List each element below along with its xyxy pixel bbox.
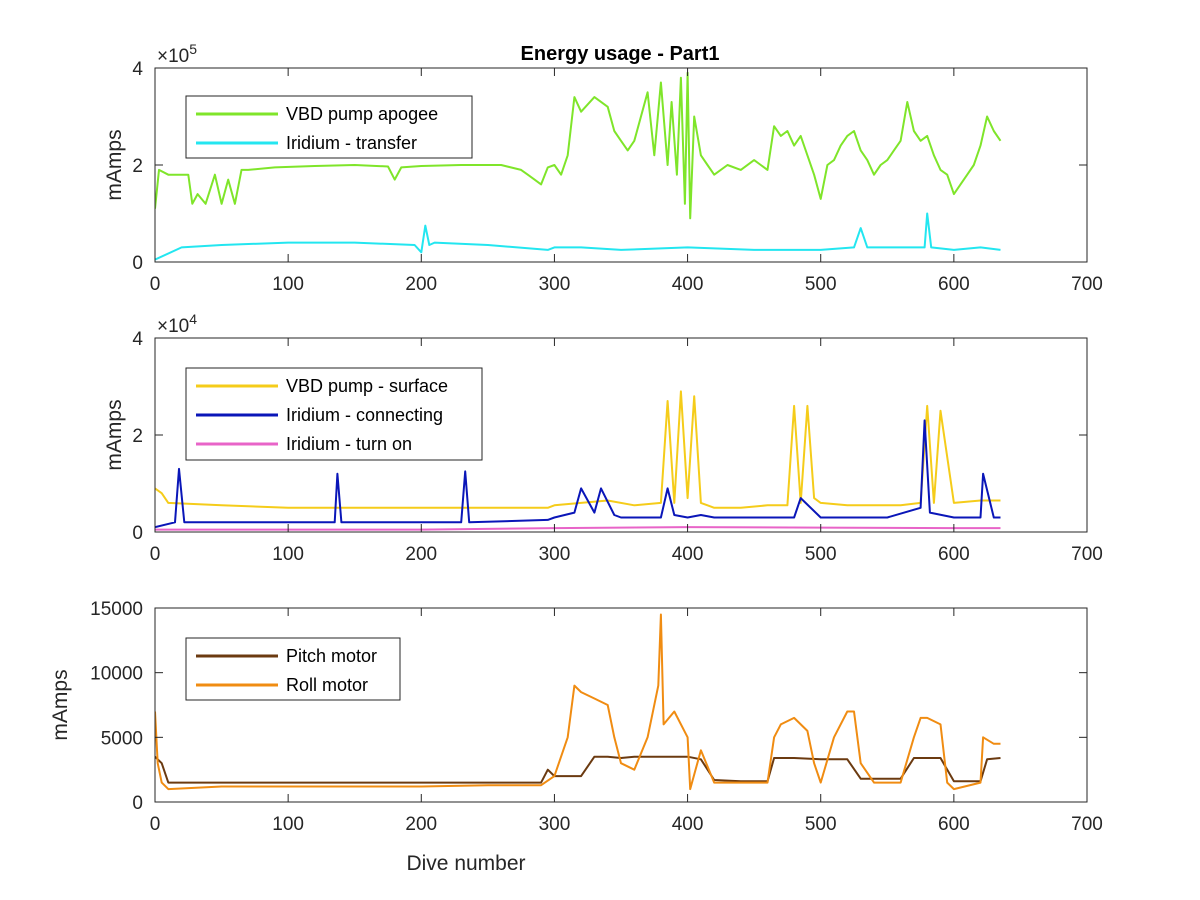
y-tick-label: 2 (132, 426, 143, 447)
x-tick-label: 100 (272, 274, 304, 295)
y-tick-label: 10000 (90, 664, 143, 685)
legend-label: Roll motor (286, 675, 368, 695)
x-tick-label: 0 (150, 814, 161, 835)
y-tick-label: 2 (132, 156, 143, 177)
x-tick-label: 400 (672, 814, 704, 835)
x-tick-label: 400 (672, 544, 704, 565)
x-tick-label: 200 (405, 544, 437, 565)
x-tick-label: 500 (805, 544, 837, 565)
series-line-iridium-transfer (155, 212, 1001, 261)
x-tick-label: 600 (938, 274, 970, 295)
chart-panel-1: 0 100 200 300 400 500 600 700 0 2 4 ×105 mAmps Energy… (103, 41, 1103, 295)
x-tick-label: 0 (150, 274, 161, 295)
series-line-roll-motor (155, 613, 1001, 791)
legend-box (185, 95, 473, 159)
legend: VBD pump - surface Iridium - connecting Ir… (185, 367, 483, 461)
axes-box (154, 607, 1088, 803)
x-tick-label: 500 (805, 814, 837, 835)
chart-title: Energy usage - Part1 (521, 43, 720, 65)
x-tick-label: 200 (405, 814, 437, 835)
x-tick-label: 200 (405, 274, 437, 295)
chart-panel-2: 0 100 200 300 400 500 600 700 0 2 4 ×104 mAmps VBD pu… (103, 311, 1103, 565)
y-axis-label: mAmps (103, 129, 126, 200)
y-tick-label: 4 (132, 329, 143, 350)
y-axis-label: mAmps (103, 399, 126, 470)
x-tick-label: 300 (539, 544, 571, 565)
series-line-vbd-pump-apogee (155, 71, 1002, 220)
y-tick-label: 5000 (101, 728, 143, 749)
series-line-iridium-connecting (155, 419, 1001, 529)
chart-panel-3: 0 100 200 300 400 500 600 700 0 5000 10000 15000 mAm… (49, 599, 1103, 875)
axis-exponent: ×104 (157, 311, 197, 337)
x-tick-label: 300 (539, 814, 571, 835)
x-tick-label: 500 (805, 274, 837, 295)
series-line-pitch-motor (155, 755, 1001, 784)
y-tick-label: 0 (132, 523, 143, 544)
series-line-vbd-pump-surface (155, 390, 1001, 509)
axis-exponent: ×105 (157, 41, 197, 67)
legend-box (185, 637, 401, 701)
x-tick-label: 700 (1071, 814, 1103, 835)
legend-label: VBD pump - surface (286, 376, 448, 396)
legend: VBD pump apogee Iridium - transfer (185, 95, 473, 159)
x-tick-label: 700 (1071, 544, 1103, 565)
x-tick-label: 600 (938, 544, 970, 565)
y-tick-label: 15000 (90, 599, 143, 620)
legend-label: VBD pump apogee (286, 104, 438, 124)
x-tick-label: 100 (272, 814, 304, 835)
legend-label: Iridium - transfer (286, 133, 417, 153)
legend-label: Iridium - turn on (286, 434, 412, 454)
legend: Pitch motor Roll motor (185, 637, 401, 701)
x-tick-label: 0 (150, 544, 161, 565)
y-tick-label: 4 (132, 59, 143, 80)
legend-label: Iridium - connecting (286, 405, 443, 425)
x-tick-label: 700 (1071, 274, 1103, 295)
x-tick-label: 300 (539, 274, 571, 295)
x-tick-label: 400 (672, 274, 704, 295)
series-line-iridium-turn-on (155, 526, 1001, 531)
x-tick-label: 100 (272, 544, 304, 565)
x-tick-label: 600 (938, 814, 970, 835)
x-axis-label: Dive number (406, 852, 525, 875)
legend-label: Pitch motor (286, 646, 377, 666)
y-tick-label: 0 (132, 793, 143, 814)
y-tick-label: 0 (132, 253, 143, 274)
y-axis-label: mAmps (49, 669, 72, 740)
